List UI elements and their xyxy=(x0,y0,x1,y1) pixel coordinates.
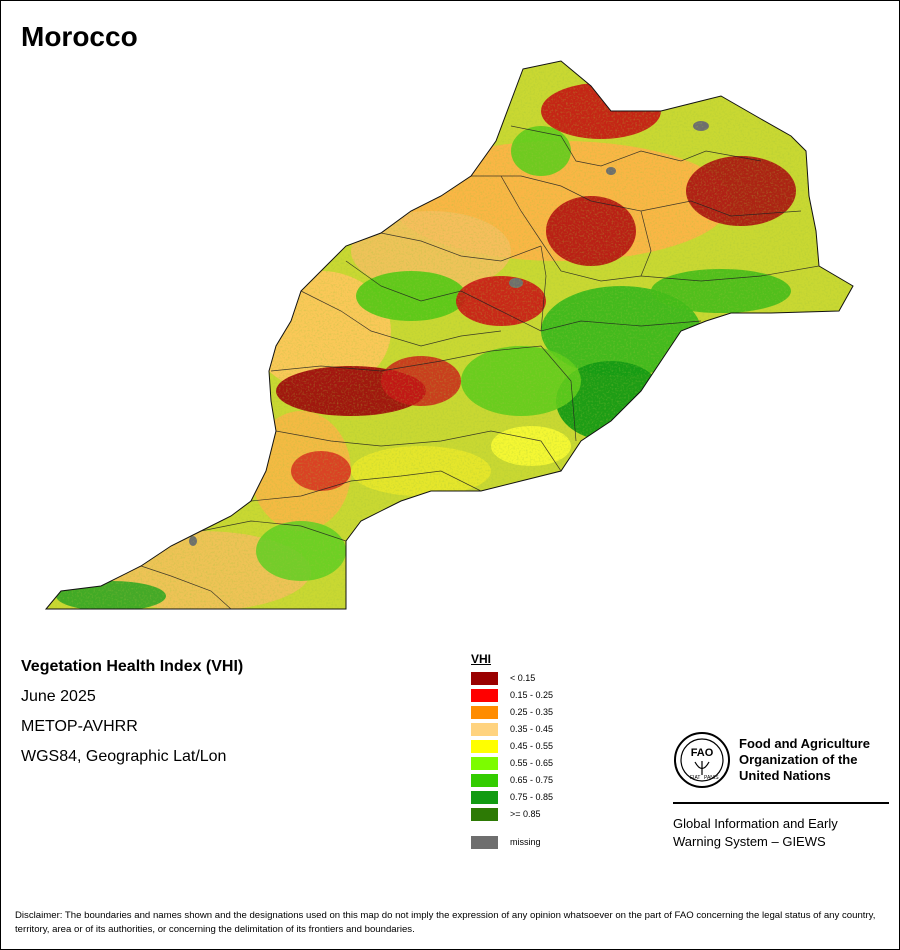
legend-swatch xyxy=(471,808,498,821)
fao-organization-name: Food and Agriculture Organization of the… xyxy=(739,736,870,784)
legend-title: VHI xyxy=(471,652,492,666)
projection-label: WGS84, Geographic Lat/Lon xyxy=(21,748,227,765)
fao-name-line: Organization of the xyxy=(739,752,858,767)
svg-text:FAO: FAO xyxy=(691,747,714,759)
legend-swatch xyxy=(471,672,498,685)
legend-swatch xyxy=(471,723,498,736)
legend-label: 0.25 - 0.35 xyxy=(510,707,554,717)
admin-boundaries xyxy=(140,125,820,609)
legend-label: < 0.15 xyxy=(510,673,536,683)
fao-logo-icon: FAO FIAT PANIS xyxy=(674,732,730,788)
legend-label: 0.45 - 0.55 xyxy=(510,741,554,751)
legend-swatch xyxy=(471,706,498,719)
fao-name-line: Food and Agriculture xyxy=(739,736,870,751)
legend-label: 0.65 - 0.75 xyxy=(510,775,554,785)
legend-label: 0.35 - 0.45 xyxy=(510,724,554,734)
index-name: Vegetation Health Index (VHI) xyxy=(21,658,244,675)
legend-label: 0.75 - 0.85 xyxy=(510,792,554,802)
legend-swatch xyxy=(471,774,498,787)
legend-swatch xyxy=(471,740,498,753)
period-label: June 2025 xyxy=(21,688,96,705)
legend-label: missing xyxy=(510,837,541,847)
legend-swatch xyxy=(471,757,498,770)
sensor-label: METOP-AVHRR xyxy=(21,718,138,735)
legend-label: 0.15 - 0.25 xyxy=(510,690,554,700)
svg-text:FIAT: FIAT xyxy=(690,775,700,781)
legend-swatch xyxy=(471,791,498,804)
svg-text:PANIS: PANIS xyxy=(704,775,719,781)
divider xyxy=(673,802,889,804)
giews-line: Global Information and Early xyxy=(673,816,838,831)
fao-name-line: United Nations xyxy=(739,768,831,783)
giews-line: Warning System – GIEWS xyxy=(673,834,826,849)
legend-swatch xyxy=(471,689,498,702)
map-title: Morocco xyxy=(21,21,138,52)
legend-label: >= 0.85 xyxy=(510,809,541,819)
legend-label: 0.55 - 0.65 xyxy=(510,758,554,768)
disclaimer: Disclaimer: The boundaries and names sho… xyxy=(15,910,876,935)
giews-label: Global Information and Early Warning Sys… xyxy=(673,815,838,851)
legend-swatch xyxy=(471,836,498,849)
